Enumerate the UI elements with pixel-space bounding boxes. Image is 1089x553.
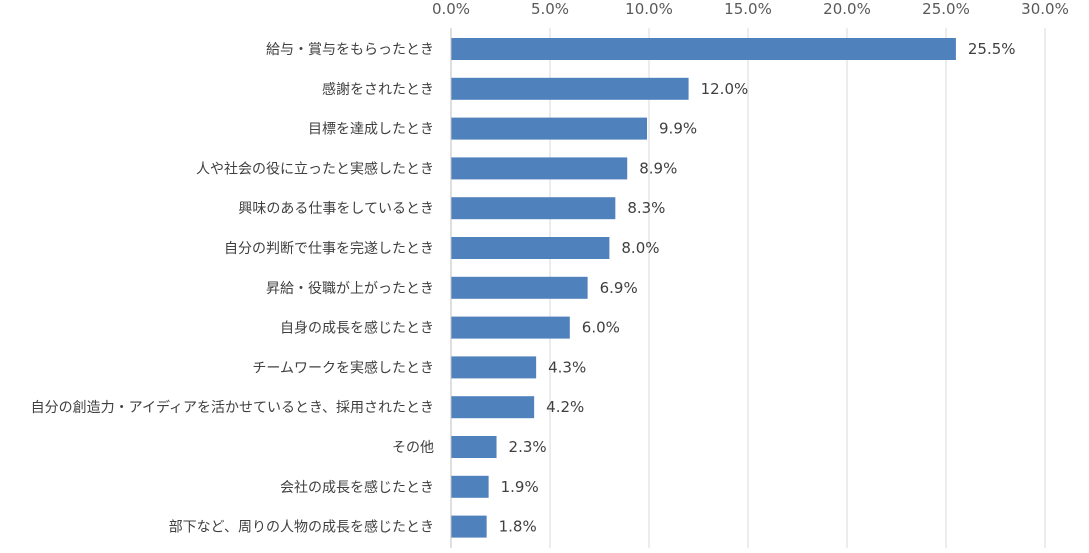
data-label: 1.8% xyxy=(499,518,537,536)
bar xyxy=(451,38,956,60)
x-tick-label: 0.0% xyxy=(432,0,470,18)
x-tick-label: 20.0% xyxy=(823,0,871,18)
bar xyxy=(451,515,487,538)
x-tick-label: 25.0% xyxy=(922,0,970,18)
x-tick-label: 10.0% xyxy=(625,0,673,18)
bars xyxy=(451,38,956,538)
data-label: 12.0% xyxy=(701,80,749,98)
bar xyxy=(451,316,570,339)
data-label: 1.9% xyxy=(501,478,539,496)
category-label: 昇給・役職が上がったとき xyxy=(266,281,434,297)
data-label: 6.0% xyxy=(582,319,620,337)
category-label: 部下など、周りの人物の成長を感じたとき xyxy=(169,519,434,536)
bar xyxy=(451,77,689,100)
x-tick-label: 30.0% xyxy=(1021,0,1069,18)
data-labels: 25.5% 12.0% 9.9% 8.9% 8.3% 8.0% 6.9% 6.0% 4.3% 4.… xyxy=(499,40,1016,536)
category-label: 自分の判断で仕事を完遂したとき xyxy=(224,241,434,257)
bar xyxy=(451,197,616,220)
bar xyxy=(451,157,628,180)
data-label: 4.2% xyxy=(546,398,584,416)
category-label: 自身の成長を感じたとき xyxy=(280,320,434,337)
bar xyxy=(451,276,588,299)
gridlines xyxy=(549,28,1046,548)
data-label: 8.9% xyxy=(639,159,677,177)
data-label: 8.0% xyxy=(621,239,659,257)
data-label: 8.3% xyxy=(627,199,665,217)
category-label: 感謝をされたとき xyxy=(322,81,434,98)
bar xyxy=(451,475,489,498)
bar xyxy=(451,117,648,140)
bar xyxy=(451,237,610,259)
x-tick-label: 5.0% xyxy=(531,0,569,18)
x-tick-label: 15.0% xyxy=(724,0,772,18)
data-label: 2.3% xyxy=(509,438,547,456)
category-label: 給与・賞与をもらったとき xyxy=(266,42,434,58)
category-label: 目標を達成したとき xyxy=(308,122,434,138)
category-label: 人や社会の役に立ったと実感したとき xyxy=(196,160,434,177)
data-label: 6.9% xyxy=(600,279,638,297)
data-label: 25.5% xyxy=(968,40,1016,58)
bar xyxy=(451,436,497,458)
bar xyxy=(451,396,535,419)
category-label: その他 xyxy=(392,440,434,456)
data-label: 9.9% xyxy=(659,120,697,138)
category-label: チームワークを実感したとき xyxy=(252,359,434,376)
bar xyxy=(451,356,537,379)
category-label: 会社の成長を感じたとき xyxy=(280,479,434,496)
category-label: 興味のある仕事をしているとき xyxy=(238,201,434,217)
x-axis-tick-labels: 0.0% 5.0% 10.0% 15.0% 20.0% 25.0% 30.0% xyxy=(432,0,1069,18)
data-label: 4.3% xyxy=(548,358,586,376)
category-labels: 給与・賞与をもらったとき感謝をされたとき目標を達成したとき人や社会の役に立ったと… xyxy=(31,42,434,536)
category-label: 自分の創造力・アイディアを活かせているとき、採用されたとき xyxy=(31,399,434,416)
